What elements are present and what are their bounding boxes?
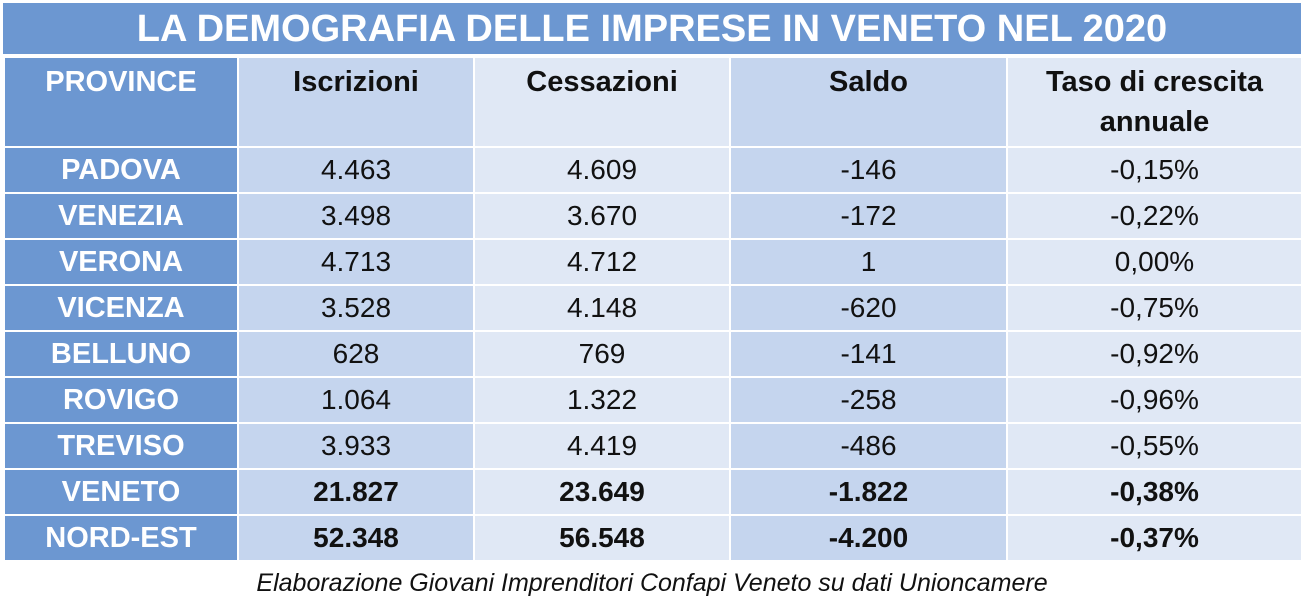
saldo-cell: -620 <box>729 284 1008 332</box>
province-cell: BELLUNO <box>3 330 239 378</box>
header-row: PROVINCE Iscrizioni Cessazioni Saldo Tas… <box>3 56 1303 148</box>
iscrizioni-cell: 1.064 <box>237 376 475 424</box>
iscrizioni-cell: 628 <box>237 330 475 378</box>
taso-cell: -0,38% <box>1006 468 1303 516</box>
table-row-total-nord-est: NORD-EST 52.348 56.548 -4.200 -0,37% <box>3 514 1303 562</box>
cessazioni-cell: 4.609 <box>473 146 731 194</box>
table-row: ROVIGO 1.064 1.322 -258 -0,96% <box>3 376 1303 424</box>
iscrizioni-cell: 3.528 <box>237 284 475 332</box>
saldo-cell: -172 <box>729 192 1008 240</box>
iscrizioni-cell: 4.713 <box>237 238 475 286</box>
province-cell: ROVIGO <box>3 376 239 424</box>
taso-cell: -0,92% <box>1006 330 1303 378</box>
cessazioni-cell: 56.548 <box>473 514 731 562</box>
saldo-cell: -4.200 <box>729 514 1008 562</box>
saldo-cell: -1.822 <box>729 468 1008 516</box>
demography-table: LA DEMOGRAFIA DELLE IMPRESE IN VENETO NE… <box>3 3 1303 562</box>
province-cell: PADOVA <box>3 146 239 194</box>
province-cell: NORD-EST <box>3 514 239 562</box>
source-caption: Elaborazione Giovani Imprenditori Confap… <box>256 569 1048 597</box>
header-saldo: Saldo <box>729 56 1008 148</box>
taso-cell: -0,37% <box>1006 514 1303 562</box>
saldo-cell: -141 <box>729 330 1008 378</box>
table-row: VENEZIA 3.498 3.670 -172 -0,22% <box>3 192 1303 240</box>
cessazioni-cell: 3.670 <box>473 192 731 240</box>
table-row: VERONA 4.713 4.712 1 0,00% <box>3 238 1303 286</box>
iscrizioni-cell: 52.348 <box>237 514 475 562</box>
table-row: VICENZA 3.528 4.148 -620 -0,75% <box>3 284 1303 332</box>
header-province: PROVINCE <box>3 56 239 148</box>
iscrizioni-cell: 21.827 <box>237 468 475 516</box>
province-cell: VENETO <box>3 468 239 516</box>
saldo-cell: -258 <box>729 376 1008 424</box>
saldo-cell: -486 <box>729 422 1008 470</box>
header-taso-line1: Taso di crescita <box>1045 66 1264 98</box>
data-grid: PROVINCE Iscrizioni Cessazioni Saldo Tas… <box>3 56 1303 562</box>
taso-cell: -0,15% <box>1006 146 1303 194</box>
table-row-total-veneto: VENETO 21.827 23.649 -1.822 -0,38% <box>3 468 1303 516</box>
taso-cell: -0,75% <box>1006 284 1303 332</box>
cessazioni-cell: 4.712 <box>473 238 731 286</box>
table-row: TREVISO 3.933 4.419 -486 -0,55% <box>3 422 1303 470</box>
saldo-cell: 1 <box>729 238 1008 286</box>
iscrizioni-cell: 4.463 <box>237 146 475 194</box>
province-cell: VENEZIA <box>3 192 239 240</box>
taso-cell: -0,96% <box>1006 376 1303 424</box>
iscrizioni-cell: 3.933 <box>237 422 475 470</box>
province-cell: TREVISO <box>3 422 239 470</box>
taso-cell: 0,00% <box>1006 238 1303 286</box>
cessazioni-cell: 769 <box>473 330 731 378</box>
header-taso: Taso di crescita annuale <box>1006 56 1303 148</box>
table-title: LA DEMOGRAFIA DELLE IMPRESE IN VENETO NE… <box>3 3 1301 56</box>
cessazioni-cell: 4.419 <box>473 422 731 470</box>
iscrizioni-cell: 3.498 <box>237 192 475 240</box>
header-cessazioni: Cessazioni <box>473 56 731 148</box>
taso-cell: -0,55% <box>1006 422 1303 470</box>
table-row: PADOVA 4.463 4.609 -146 -0,15% <box>3 146 1303 194</box>
cessazioni-cell: 1.322 <box>473 376 731 424</box>
province-cell: VICENZA <box>3 284 239 332</box>
taso-cell: -0,22% <box>1006 192 1303 240</box>
cessazioni-cell: 23.649 <box>473 468 731 516</box>
table-row: BELLUNO 628 769 -141 -0,92% <box>3 330 1303 378</box>
saldo-cell: -146 <box>729 146 1008 194</box>
header-iscrizioni: Iscrizioni <box>237 56 475 148</box>
header-taso-line2: annuale <box>1099 106 1210 138</box>
cessazioni-cell: 4.148 <box>473 284 731 332</box>
province-cell: VERONA <box>3 238 239 286</box>
